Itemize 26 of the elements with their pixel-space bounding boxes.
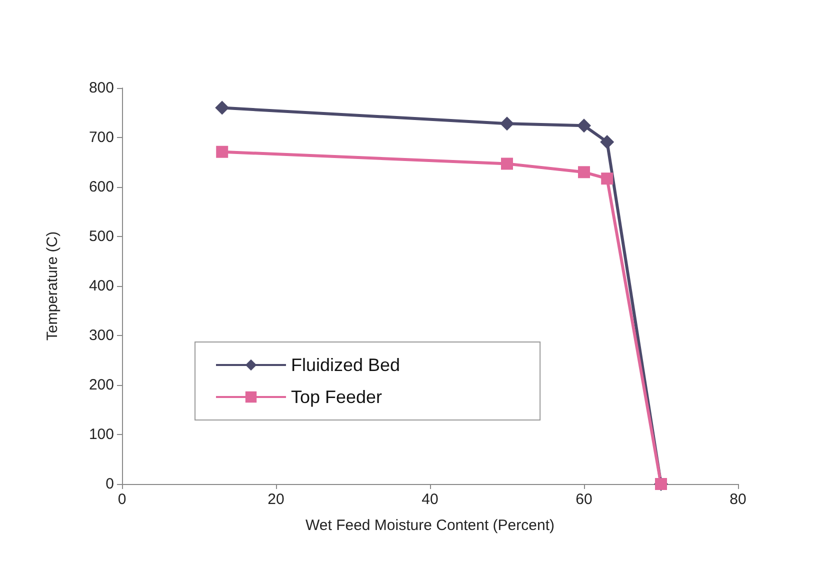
y-tick-label: 500: [88, 228, 114, 245]
x-tick-label: 0: [118, 491, 126, 508]
y-tick-label: 600: [88, 178, 114, 196]
point: [577, 118, 591, 133]
y-tick-label: 100: [88, 426, 114, 443]
point: [601, 172, 614, 185]
x-tick-label: 80: [730, 491, 746, 508]
point: [215, 100, 230, 115]
point: [600, 134, 614, 149]
y-tick-label: 400: [88, 278, 114, 294]
x-tick-label: 20: [268, 491, 284, 508]
legend-label: Fluidized Bed: [291, 355, 400, 375]
y-tick-label: 300: [88, 327, 114, 344]
x-tick-label: 60: [576, 491, 592, 508]
point: [578, 166, 590, 178]
x-tick-label: 40: [422, 491, 438, 508]
point: [500, 116, 514, 131]
y-tick-label: 800: [88, 80, 114, 96]
y-tick-label: 200: [88, 376, 114, 394]
y-axis-title: Temperature (C): [44, 231, 61, 341]
legend-label: Top Feeder: [291, 387, 382, 407]
y-tick-label: 700: [88, 129, 114, 146]
point: [216, 146, 228, 158]
x-axis-title: Wet Feed Moisture Content (Percent): [306, 517, 554, 534]
y-tick-label: 0: [106, 476, 114, 492]
point: [501, 158, 513, 170]
